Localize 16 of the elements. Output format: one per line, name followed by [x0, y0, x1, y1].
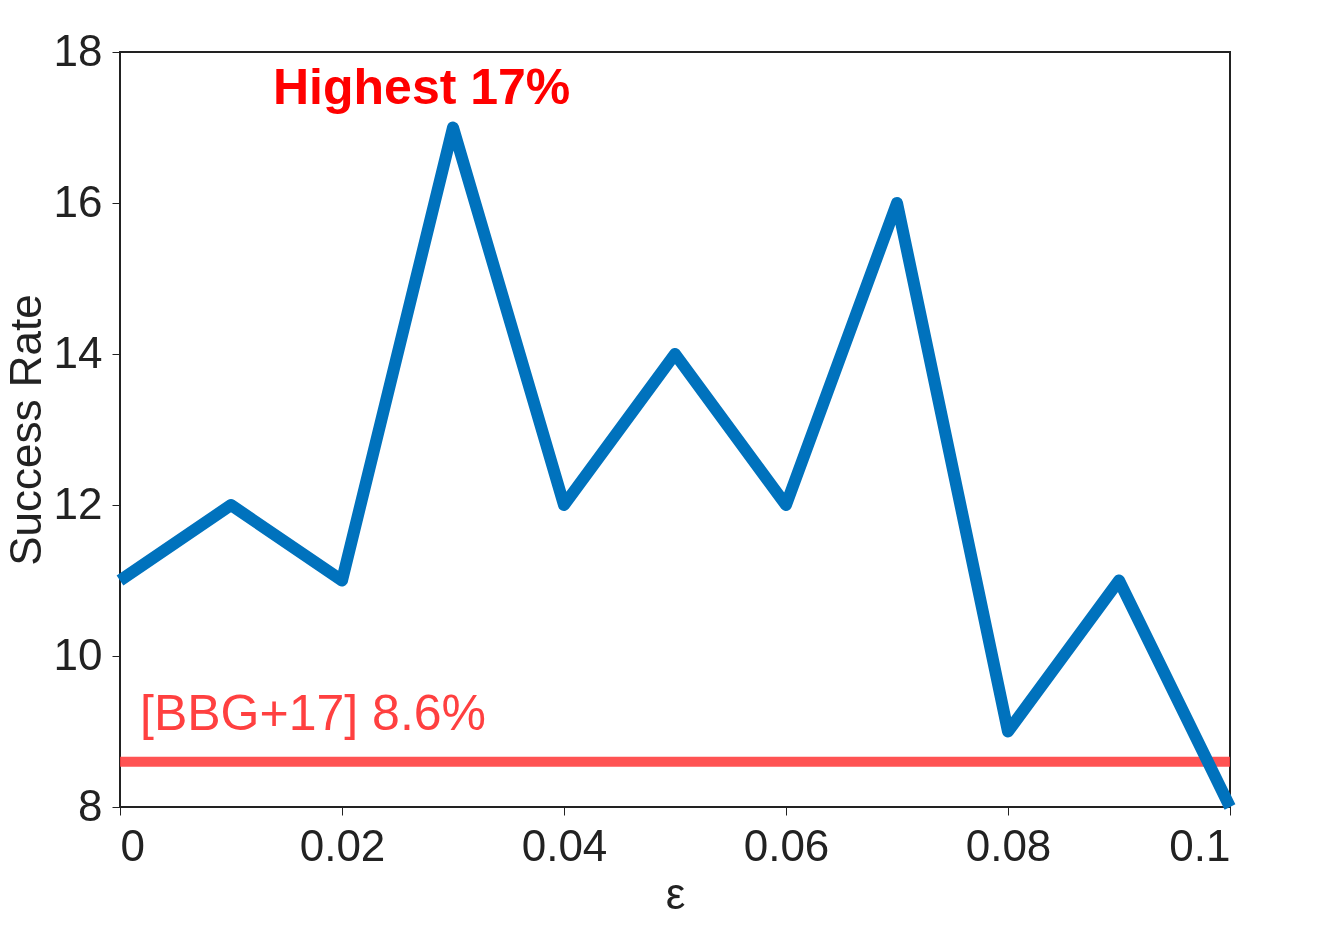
annotation: Highest 17%: [273, 58, 571, 115]
y-tick-label: 18: [53, 25, 103, 75]
x-axis-title: ε: [665, 868, 686, 918]
x-tick-label: 0.02: [299, 820, 386, 870]
x-tick-label: 0.08: [965, 820, 1052, 870]
y-tick-label: 12: [53, 478, 103, 528]
x-tick-label: 0.06: [743, 820, 830, 870]
y-tick-label: 10: [53, 629, 103, 679]
x-tick-label: 0: [120, 820, 145, 870]
y-tick-label: 16: [53, 176, 103, 226]
y-tick-label: 14: [53, 327, 103, 377]
x-tick-label: 0.04: [521, 820, 608, 870]
ref-line-label: [BBG+17] 8.6%: [140, 684, 487, 741]
x-tick-label: 0.1: [1169, 820, 1231, 870]
y-axis-title: Success Rate: [0, 294, 50, 566]
y-tick-label: 8: [78, 780, 103, 830]
